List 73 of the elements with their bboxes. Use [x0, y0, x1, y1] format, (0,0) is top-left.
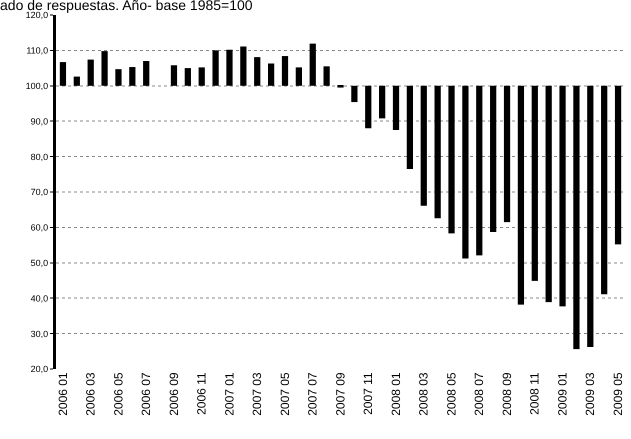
y-tick-label: 40,0	[30, 293, 48, 304]
bar	[351, 86, 358, 102]
y-tick-label: 50,0	[30, 258, 48, 268]
x-tick-label: 2006 11	[194, 372, 209, 415]
y-tick-label: 80,0	[30, 152, 48, 162]
x-tick-label: 2006 03	[84, 372, 98, 416]
bar	[337, 85, 344, 88]
x-tick-label: 2007 07	[306, 372, 320, 416]
bar	[268, 64, 274, 86]
x-tick-label: 2009 01	[555, 372, 570, 416]
x-tick-label: 2007 03	[250, 372, 264, 416]
bar	[559, 86, 566, 306]
y-tick-label: 120,0	[26, 10, 48, 20]
x-tick-label: 2007 05	[278, 372, 292, 416]
bar	[282, 56, 288, 86]
x-tick-label: 2009 05	[610, 372, 625, 416]
y-tick-label: 100,0	[26, 80, 48, 91]
y-tick-label: 70,0	[30, 187, 48, 198]
bar	[324, 66, 330, 86]
bar	[198, 67, 205, 86]
x-tick-label: 2006 01	[56, 372, 70, 416]
bar	[143, 61, 150, 86]
x-tick-label: 2006 05	[111, 372, 126, 416]
bar	[240, 46, 246, 86]
bar	[614, 86, 622, 244]
bar	[101, 51, 108, 86]
bar	[74, 76, 80, 86]
x-tick-label: 2008 05	[444, 372, 458, 416]
bar	[587, 86, 594, 348]
bar	[504, 86, 510, 222]
y-tick-label: 20,0	[30, 364, 48, 374]
bar	[184, 68, 191, 86]
bar	[254, 57, 260, 86]
bar	[379, 86, 386, 118]
bar	[129, 67, 136, 86]
x-tick-label: 2007 09	[333, 372, 348, 416]
bar	[365, 86, 372, 128]
x-tick-label: 2006 07	[139, 372, 154, 416]
bar	[212, 50, 219, 86]
bar	[60, 62, 66, 86]
bar	[573, 86, 580, 350]
bar	[296, 67, 302, 86]
x-tick-label: 2008 01	[388, 372, 403, 416]
bar	[392, 86, 400, 130]
bar	[476, 86, 482, 256]
x-tick-label: 2009 03	[583, 372, 598, 416]
bar	[310, 44, 316, 86]
x-tick-label: 2008 09	[500, 372, 514, 416]
bar	[532, 86, 538, 281]
bar	[518, 86, 524, 305]
bar	[115, 69, 122, 86]
chart-title: ado de respuestas. Año- base 1985=100	[0, 0, 253, 13]
y-tick-label: 110,0	[26, 46, 48, 56]
bar	[170, 65, 178, 86]
x-tick-label: 2006 09	[166, 372, 181, 416]
bar	[462, 86, 469, 259]
bar	[490, 86, 496, 232]
x-tick-label: 2008 11	[528, 372, 542, 415]
bar	[601, 86, 608, 294]
bar	[226, 50, 233, 86]
y-tick-label: 30,0	[30, 328, 48, 339]
bar	[448, 86, 455, 234]
x-tick-label: 2008 07	[472, 372, 486, 416]
x-tick-label: 2007 11	[361, 372, 376, 415]
bar	[420, 86, 427, 206]
y-tick-label: 90,0	[30, 116, 48, 126]
x-tick-label: 2007 01	[222, 372, 236, 416]
bar	[88, 60, 94, 86]
x-tick-label: 2008 03	[416, 372, 431, 416]
y-tick-label: 60,0	[30, 222, 48, 233]
bar	[434, 86, 441, 218]
bar	[546, 86, 552, 302]
bar	[406, 86, 414, 169]
